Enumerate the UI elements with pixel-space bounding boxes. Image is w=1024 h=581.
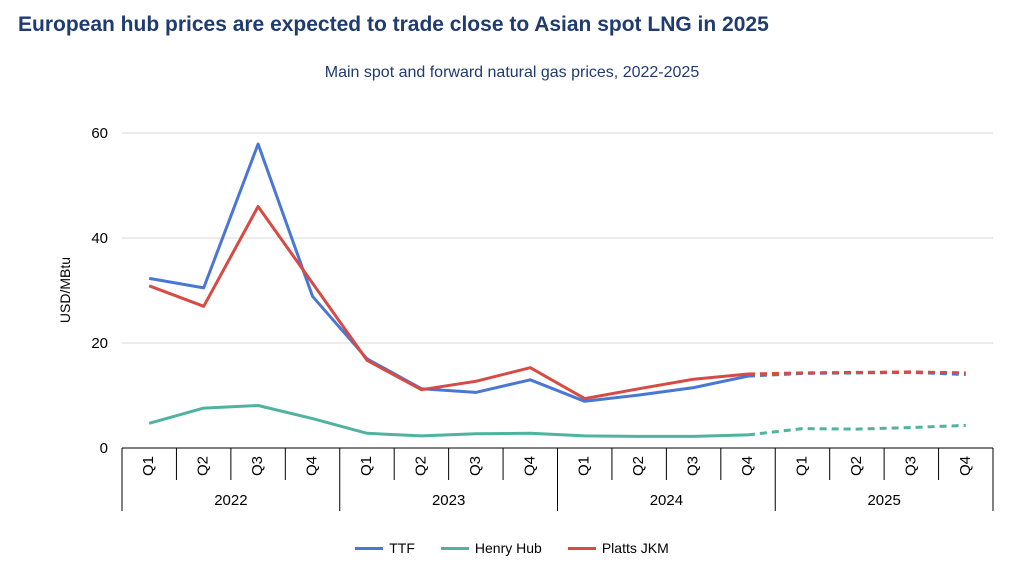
x-tick-label: Q1 (358, 456, 375, 476)
x-tick-label: Q2 (848, 456, 865, 476)
x-tick-label: Q3 (467, 456, 484, 476)
x-tick-label: Q2 (195, 456, 212, 476)
series-forecast-line-henry-hub (747, 423, 966, 437)
series-line-henry-hub (148, 404, 749, 438)
legend-swatch (355, 546, 384, 550)
series-line-ttf (148, 142, 749, 403)
year-label: 2025 (867, 492, 900, 509)
x-tick-label: Q4 (739, 456, 756, 476)
legend-swatch (567, 546, 596, 550)
x-tick-label: Q1 (576, 456, 593, 476)
legend-swatch (440, 546, 469, 550)
chart-title: European hub prices are expected to trad… (18, 13, 769, 36)
legend-label: TTF (389, 540, 415, 556)
x-tick-label: Q2 (630, 456, 647, 476)
x-tick-label: Q1 (793, 456, 810, 476)
x-tick-label: Q4 (957, 456, 974, 476)
y-tick-label: 0 (100, 440, 108, 457)
year-label: 2022 (214, 492, 247, 509)
x-tick-label: Q4 (521, 456, 538, 476)
series-forecast-line-platts-jkm (747, 370, 966, 376)
x-tick-label: Q4 (304, 456, 321, 476)
year-label: 2023 (432, 492, 465, 509)
legend-label: Platts JKM (601, 540, 669, 556)
x-tick-label: Q3 (902, 456, 919, 476)
x-tick-label: Q1 (140, 456, 157, 476)
legend-item: Platts JKM (567, 540, 669, 556)
y-tick-label: 40 (91, 230, 108, 247)
chart-legend: TTF Henry Hub Platts JKM (0, 540, 1024, 556)
y-tick-label: 20 (91, 335, 108, 352)
legend-item: TTF (355, 540, 415, 556)
chart-subtitle: Main spot and forward natural gas prices… (324, 64, 700, 81)
x-tick-label: Q3 (249, 456, 266, 476)
x-tick-label: Q3 (685, 456, 702, 476)
y-axis-label: USD/MBtu (57, 257, 73, 323)
legend-label: Henry Hub (474, 540, 542, 556)
y-tick-label: 60 (91, 125, 108, 142)
series-line-platts-jkm (148, 205, 749, 401)
year-label: 2024 (650, 492, 683, 509)
x-tick-label: Q2 (412, 456, 429, 476)
legend-item: Henry Hub (440, 540, 542, 556)
